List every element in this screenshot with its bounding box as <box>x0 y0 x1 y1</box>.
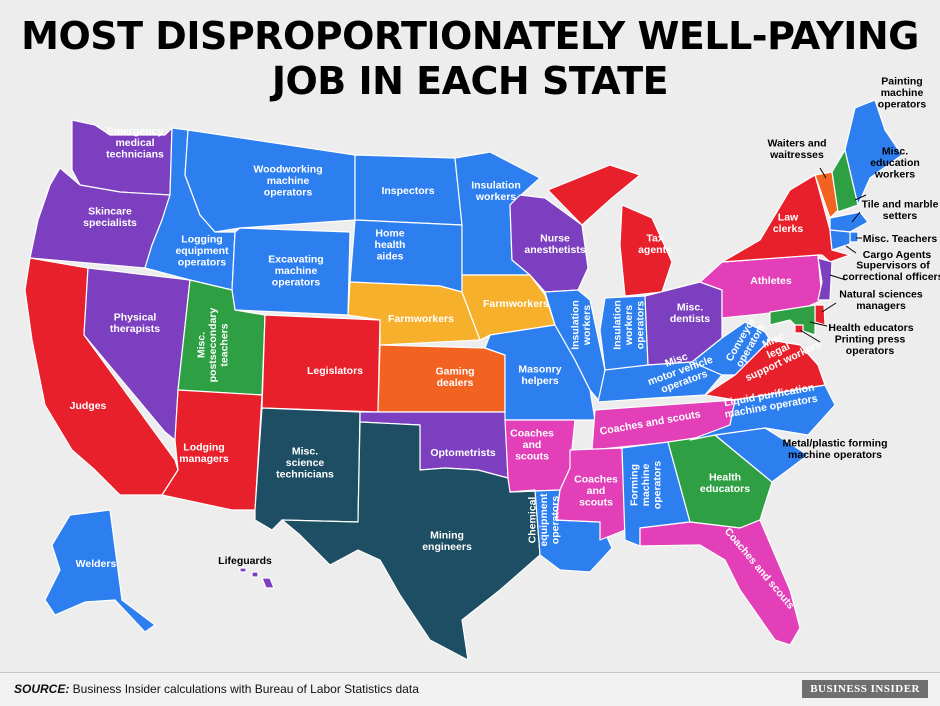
state-label-NE: Farmworkers <box>388 313 454 325</box>
state-NE[interactable] <box>347 281 481 346</box>
state-label-KS: Gaming dealers <box>435 365 474 389</box>
source-text: Business Insider calculations with Burea… <box>69 682 419 696</box>
map-title: MOST DISPROPORTIONATELY WELL-PAYING JOB … <box>0 14 940 104</box>
state-label-OR: Skincare specialists <box>83 205 137 229</box>
title-line-2: JOB IN EACH STATE <box>271 59 669 103</box>
source-label: SOURCE: <box>14 682 70 696</box>
state-label-NJ: Supervisors of correctional officers <box>843 259 940 283</box>
state-label-GA: Health educators <box>700 471 750 495</box>
state-SD[interactable] <box>349 219 463 293</box>
state-AZ[interactable] <box>161 389 263 511</box>
state-label-HI: Lifeguards <box>218 555 272 567</box>
state-label-DE: Natural sciences managers <box>839 288 923 312</box>
state-FL[interactable] <box>639 519 801 646</box>
state-AK[interactable] <box>44 509 156 633</box>
state-label-AZ: Lodging managers <box>179 441 229 465</box>
state-label-MS: Coaches and scouts <box>574 474 618 509</box>
state-label-AR: Coaches and scouts <box>510 428 554 463</box>
state-label-SC: Metal/plastic forming machine operators <box>782 437 887 461</box>
footer: SOURCE: Business Insider calculations wi… <box>0 672 940 706</box>
state-label-CT: Cargo Agents <box>863 249 932 261</box>
leader-lines <box>799 167 867 343</box>
state-label-MD: Health educators <box>828 322 913 334</box>
state-label-IN: Insulationworkersoperators <box>612 300 647 350</box>
state-WV[interactable] <box>691 321 771 376</box>
state-label-NV: Physical therapists <box>110 311 160 335</box>
source-note: SOURCE: Business Insider calculations wi… <box>14 682 419 696</box>
state-label-MA: Tile and marble setters <box>862 198 939 222</box>
state-label-IL: Insulationworkers <box>569 300 593 350</box>
title-line-1: MOST DISPROPORTIONATELY WELL-PAYING <box>21 14 919 58</box>
state-label-PA: Athletes <box>750 275 792 287</box>
state-label-NH: Misc. education workers <box>870 146 920 181</box>
state-RI[interactable] <box>849 231 859 243</box>
us-map: Emergency medical technicians Skincare speci… <box>24 76 940 661</box>
state-label-SD: Home health aides <box>375 228 406 263</box>
state-label-AL: Formingmachineoperators <box>629 461 664 510</box>
state-shapes <box>24 99 903 661</box>
state-label-OH: Misc. dentists <box>670 301 710 325</box>
state-DE[interactable] <box>814 304 826 326</box>
state-label-ND: Inspectors <box>381 185 434 197</box>
state-label-UT: Misc.postsecondaryteachers <box>196 308 231 383</box>
state-label-ME: Painting machine operators <box>878 76 927 111</box>
state-label-OK: Optometrists <box>430 447 496 459</box>
state-CO[interactable] <box>261 314 381 413</box>
state-label-NY: Law clerks <box>773 211 804 235</box>
state-label-AK: Welders <box>76 558 117 570</box>
state-label-IA: Farmworkers <box>483 298 549 310</box>
state-HI[interactable] <box>239 567 275 589</box>
state-label-MT: Woodworking machine operators <box>253 164 322 199</box>
state-label-ID: Logging equipment operators <box>175 234 229 269</box>
state-label-RI: Misc. Teachers <box>863 233 938 245</box>
state-label-CO: Legislators <box>307 365 363 377</box>
state-NJ[interactable] <box>817 257 833 301</box>
state-label-MN: Insulation workers <box>471 179 521 203</box>
state-DC[interactable] <box>794 324 804 334</box>
state-label-WY: Excavating machine operators <box>268 254 323 289</box>
state-label-NM: Misc. science technicians <box>276 446 334 481</box>
state-KY[interactable] <box>597 361 723 403</box>
state-TX[interactable] <box>281 421 541 661</box>
state-ME[interactable] <box>844 99 903 206</box>
state-label-WA: Emergency medical technicians <box>106 126 164 161</box>
state-label-TX: Mining engineers <box>422 529 472 553</box>
state-label-WI: Nurse anesthetists <box>524 232 585 256</box>
brand-logo: BUSINESS INSIDER <box>802 680 928 698</box>
state-label-MI: Tax agents <box>638 232 672 256</box>
state-label-VT: Waiters and waitresses <box>767 137 826 161</box>
state-label-MO: Masonry helpers <box>518 363 561 387</box>
state-label-LA: Chemicalequipmentoperators <box>527 493 562 547</box>
state-label-DC: Printing press operators <box>835 333 906 357</box>
state-MA[interactable] <box>829 211 869 233</box>
state-label-CA: Judges <box>70 400 107 412</box>
state-CT[interactable] <box>829 229 851 251</box>
